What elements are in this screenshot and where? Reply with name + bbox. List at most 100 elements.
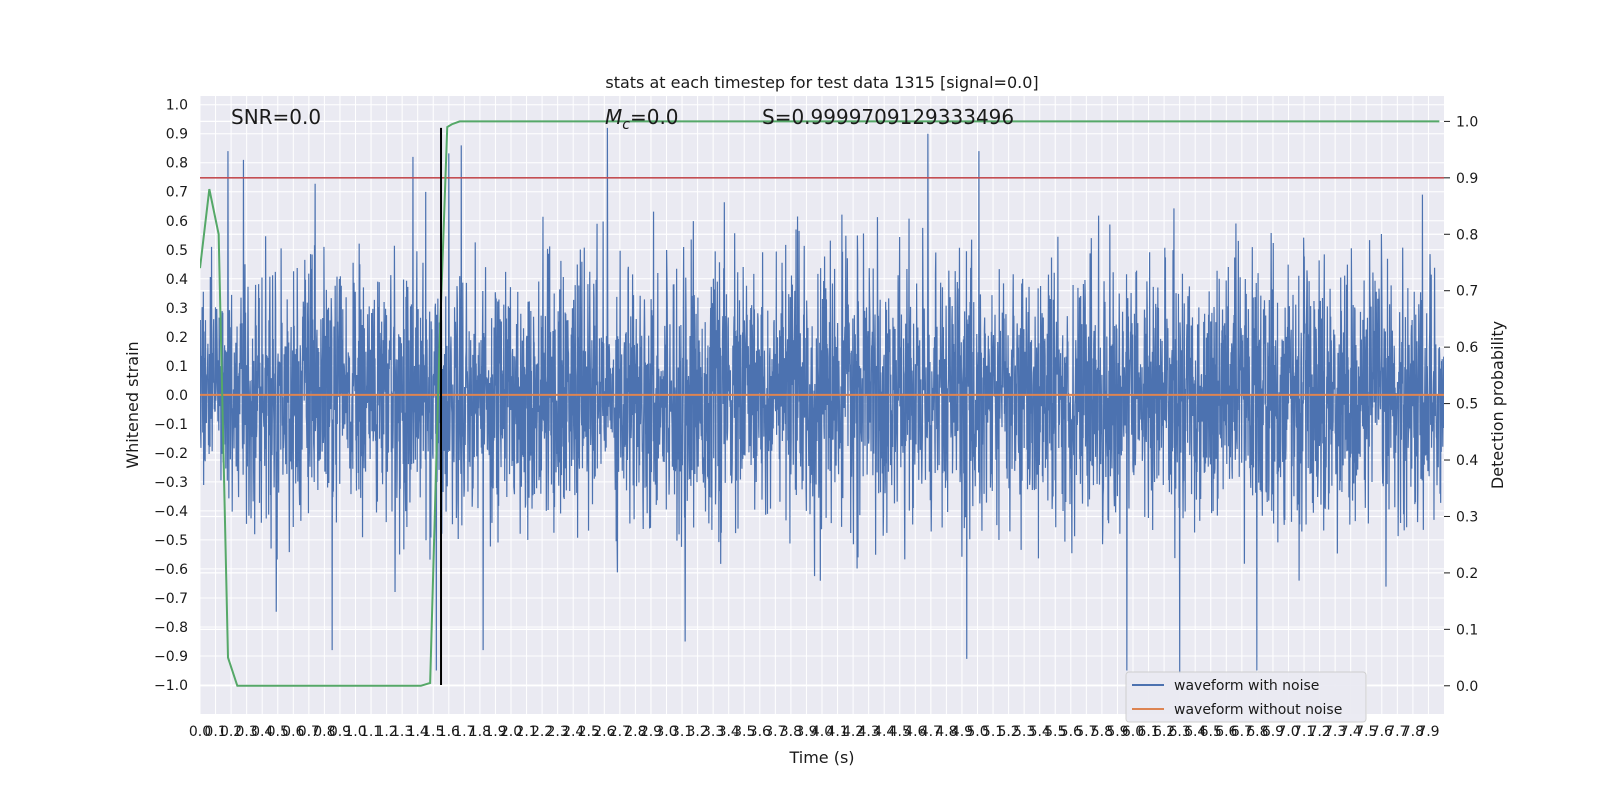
x-tick-label: 4.0 [811,724,833,740]
x-tick-label: 1.5 [422,724,444,740]
x-tick-label: 5.6 [1060,724,1082,740]
x-tick-label: 7.9 [1417,724,1439,740]
y-left-tick-label: 0.4 [166,272,188,288]
x-tick-label: 2.7 [609,724,631,740]
data-layer [200,120,1444,687]
y-axis-right-title: Detection probability [1488,321,1507,489]
x-tick-label: 1.8 [469,724,491,740]
s-annotation: S=0.9999709129333496 [762,105,1014,129]
x-tick-label: 5.7 [1075,724,1097,740]
x-tick-label: 6.5 [1200,724,1222,740]
x-tick-label: 5.2 [997,724,1019,740]
y-right-tick-label: 0.0 [1456,679,1478,695]
y-left-tick-label: 0.6 [166,214,188,230]
mc-annotation: Mc=0.0 [605,105,679,133]
x-tick-label: 7.7 [1386,724,1408,740]
y-right-tick-label: 0.7 [1456,284,1478,300]
y-left-tick-label: −1.0 [154,678,188,694]
y-right-tick-label: 0.9 [1456,171,1478,187]
x-tick-label: 5.5 [1044,724,1066,740]
x-tick-label: 6.4 [1184,724,1206,740]
x-tick-label: 5.8 [1091,724,1113,740]
x-tick-label: 6.1 [1137,724,1159,740]
x-tick-label: 4.2 [842,724,864,740]
x-tick-label: 5.9 [1106,724,1128,740]
x-tick-label: 0.8 [313,724,335,740]
y-right-tick-label: 0.3 [1456,509,1478,525]
x-tick-label: 2.5 [578,724,600,740]
x-tick-label: 5.3 [1013,724,1035,740]
x-tick-label: 3.5 [733,724,755,740]
x-tick-label: 7.6 [1371,724,1393,740]
x-tick-label: 6.6 [1215,724,1237,740]
x-tick-label: 7.4 [1340,724,1362,740]
x-tick-label: 3.0 [655,724,677,740]
y-right-tick-label: 0.1 [1456,622,1478,638]
mc-annotation-prefix: M [605,105,622,129]
y-right-tick-label: 0.2 [1456,566,1478,582]
y-right-tick-label: 0.8 [1456,227,1478,243]
x-tick-label: 1.6 [438,724,460,740]
series-waveform-with-noise [200,127,1444,674]
x-tick-label: 1.0 [344,724,366,740]
x-tick-label: 1.9 [484,724,506,740]
x-tick-label: 6.7 [1231,724,1253,740]
x-tick-label: 7.2 [1308,724,1330,740]
y-left-tick-label: −0.1 [154,417,188,433]
y-left-tick-label: 0.0 [166,388,188,404]
y-left-tick-label: −0.6 [154,562,188,578]
x-tick-label: 6.8 [1246,724,1268,740]
x-tick-label: 6.2 [1153,724,1175,740]
series-detection-probability [200,120,1440,687]
x-tick-label: 1.4 [407,724,429,740]
x-tick-label: 4.3 [858,724,880,740]
x-tick-label: 2.4 [562,724,584,740]
x-tick-label: 1.3 [391,724,413,740]
mc-annotation-subscript: c [622,117,630,133]
x-tick-label: 2.3 [547,724,569,740]
y-left-tick-label: −0.8 [154,620,188,636]
x-tick-label: 2.2 [531,724,553,740]
x-tick-label: 0.9 [329,724,351,740]
legend-label-with-noise: waveform with noise [1174,678,1319,694]
chart-title: stats at each timestep for test data 131… [605,73,1038,92]
snr-annotation: SNR=0.0 [231,105,321,129]
x-tick-label: 0.3 [236,724,258,740]
x-tick-label: 3.9 [795,724,817,740]
x-tick-label: 4.8 [935,724,957,740]
y-right-tick-label: 0.6 [1456,340,1478,356]
x-tick-label: 5.4 [1029,724,1051,740]
x-tick-label: 4.5 [889,724,911,740]
x-axis-title: Time (s) [788,748,854,767]
y-left-tick-label: 0.8 [166,156,188,172]
x-tick-label: 0.0 [189,724,211,740]
x-tick-label: 3.6 [749,724,771,740]
y-left-tick-label: −0.4 [154,504,188,520]
x-tick-label: 2.6 [593,724,615,740]
y-left-tick-label: 0.9 [166,127,188,143]
x-tick-label: 3.4 [718,724,740,740]
mc-annotation-suffix: =0.0 [630,105,679,129]
x-tick-label: 7.1 [1293,724,1315,740]
y-axis-left-title: Whitened strain [123,341,142,468]
y-left-tick-label: −0.9 [154,649,188,665]
x-tick-label: 4.7 [920,724,942,740]
x-tick-label: 0.7 [298,724,320,740]
x-tick-label: 0.4 [251,724,273,740]
x-tick-label: 1.2 [375,724,397,740]
x-tick-label: 6.3 [1169,724,1191,740]
x-tick-label: 0.2 [220,724,242,740]
y-right-tick-label: 0.5 [1456,397,1478,413]
x-tick-label: 7.5 [1355,724,1377,740]
y-left-tick-label: 0.7 [166,185,188,201]
x-tick-label: 4.9 [951,724,973,740]
x-tick-label: 2.9 [640,724,662,740]
y-left-tick-label: −0.5 [154,533,188,549]
ticks-layer: 0.00.10.20.30.40.50.60.70.80.91.01.11.21… [154,98,1478,740]
x-tick-label: 6.9 [1262,724,1284,740]
y-left-tick-label: −0.2 [154,446,188,462]
x-tick-label: 2.1 [515,724,537,740]
x-tick-label: 7.3 [1324,724,1346,740]
x-tick-label: 3.7 [764,724,786,740]
x-tick-label: 5.0 [966,724,988,740]
